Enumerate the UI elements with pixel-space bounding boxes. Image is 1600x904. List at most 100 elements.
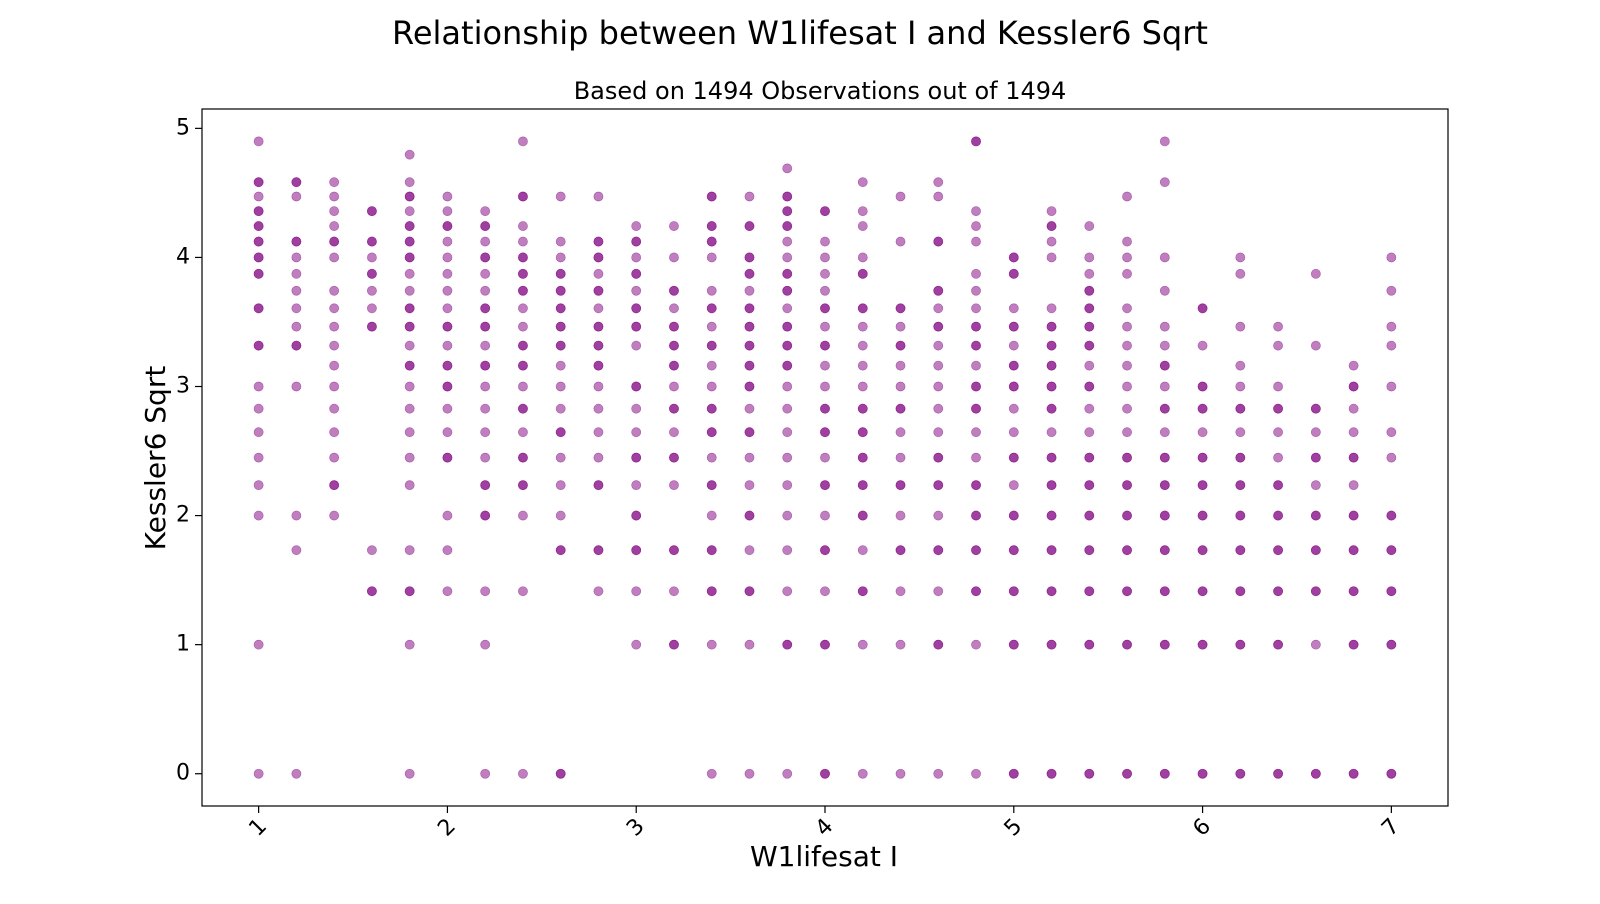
scatter-point — [669, 452, 679, 463]
scatter-point — [253, 236, 264, 247]
scatter-point — [1008, 586, 1019, 597]
scatter-point — [593, 285, 604, 296]
scatter-point — [971, 268, 981, 279]
scatter-point — [971, 427, 981, 438]
scatter-point — [291, 768, 302, 779]
scatter-point — [706, 427, 717, 438]
scatter-point — [593, 303, 604, 314]
scatter-point — [782, 510, 793, 521]
scatter-point — [1197, 639, 1208, 650]
scatter-point — [1084, 480, 1095, 491]
scatter-point — [1348, 480, 1359, 491]
scatter-point — [782, 427, 793, 438]
scatter-point — [1046, 206, 1057, 216]
scatter-point — [782, 163, 793, 174]
scatter-point — [555, 403, 566, 414]
scatter-point — [782, 768, 793, 779]
scatter-point — [631, 452, 642, 463]
scatter-point — [1197, 586, 1208, 597]
scatter-point — [706, 545, 717, 556]
scatter-point — [1310, 545, 1321, 556]
scatter-point — [669, 639, 679, 650]
scatter-point — [1348, 452, 1359, 463]
scatter-point — [367, 206, 377, 216]
scatter-point — [367, 236, 377, 247]
scatter-point — [706, 360, 717, 371]
scatter-point — [1122, 639, 1132, 650]
scatter-point — [1348, 427, 1359, 438]
scatter-point — [744, 545, 755, 556]
scatter-point — [1197, 303, 1208, 314]
x-tick-label: 3 — [622, 814, 650, 842]
scatter-point — [442, 285, 453, 296]
scatter-point — [1084, 268, 1095, 279]
scatter-point — [669, 381, 679, 392]
scatter-point — [782, 221, 793, 231]
scatter-point — [631, 268, 642, 279]
scatter-point — [555, 480, 566, 491]
scatter-point — [404, 452, 415, 463]
scatter-point — [1084, 321, 1095, 332]
scatter-point — [1159, 136, 1170, 147]
scatter-point — [820, 639, 830, 650]
scatter-point — [329, 236, 340, 247]
scatter-point — [933, 510, 944, 521]
scatter-point — [480, 768, 491, 779]
scatter-point — [1273, 480, 1283, 491]
scatter-point — [1197, 452, 1208, 463]
scatter-point — [1235, 510, 1246, 521]
scatter-point — [442, 340, 453, 351]
scatter-point — [404, 321, 415, 332]
scatter-point — [253, 768, 264, 779]
scatter-point — [933, 285, 944, 296]
scatter-point — [593, 480, 604, 491]
scatter-point — [857, 427, 868, 438]
scatter-point — [1273, 427, 1283, 438]
scatter-point — [1273, 452, 1283, 463]
scatter-point — [744, 252, 755, 263]
scatter-point — [253, 427, 264, 438]
scatter-point — [1046, 303, 1057, 314]
scatter-point — [895, 340, 906, 351]
scatter-point — [1084, 452, 1095, 463]
scatter-point — [631, 510, 642, 521]
scatter-point — [1273, 510, 1283, 521]
scatter-point — [933, 236, 944, 247]
scatter-point — [1046, 427, 1057, 438]
scatter-point — [329, 303, 340, 314]
y-tick-label: 4 — [176, 244, 190, 269]
scatter-point — [404, 480, 415, 491]
scatter-point — [442, 268, 453, 279]
scatter-point — [933, 321, 944, 332]
x-tick-label: 6 — [1188, 814, 1216, 842]
scatter-point — [1084, 340, 1095, 351]
scatter-point — [291, 268, 302, 279]
scatter-point — [820, 510, 830, 521]
scatter-point — [895, 480, 906, 491]
scatter-point — [820, 360, 830, 371]
scatter-point — [1386, 285, 1397, 296]
scatter-point — [820, 252, 830, 263]
scatter-point — [442, 545, 453, 556]
scatter-point — [1348, 403, 1359, 414]
scatter-point — [706, 236, 717, 247]
scatter-point — [518, 381, 528, 392]
scatter-point — [593, 586, 604, 597]
scatter-point — [744, 639, 755, 650]
scatter-point — [518, 480, 528, 491]
scatter-point — [631, 236, 642, 247]
scatter-point — [1122, 236, 1132, 247]
scatter-point — [1159, 381, 1170, 392]
scatter-point — [631, 427, 642, 438]
scatter-point — [253, 510, 264, 521]
scatter-point — [253, 340, 264, 351]
scatter-point — [480, 268, 491, 279]
scatter-point — [518, 285, 528, 296]
scatter-point — [857, 452, 868, 463]
scatter-point — [1273, 586, 1283, 597]
scatter-point — [971, 639, 981, 650]
scatter-point — [1348, 586, 1359, 597]
scatter-point — [971, 360, 981, 371]
scatter-point — [518, 236, 528, 247]
